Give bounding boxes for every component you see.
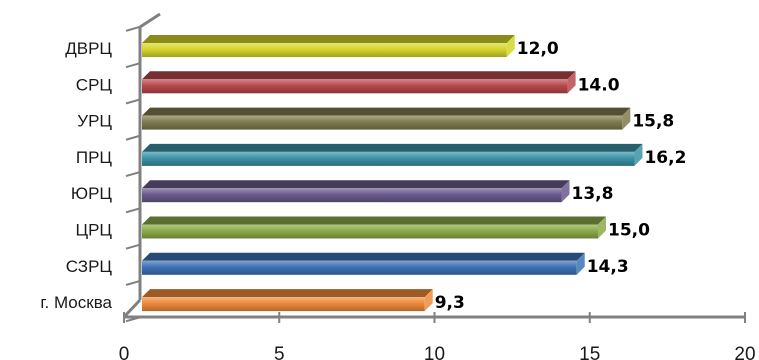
bar-top — [142, 216, 606, 225]
bar-top — [142, 180, 570, 189]
bar — [142, 224, 598, 239]
y-tick — [125, 279, 141, 286]
value-label: 14.0 — [578, 75, 620, 95]
bar — [142, 260, 577, 275]
bar-top — [142, 252, 585, 261]
y-tick — [125, 25, 141, 32]
bar-top — [142, 71, 576, 80]
bar-end — [561, 180, 570, 203]
y-tick — [125, 62, 141, 69]
bar-end — [634, 143, 643, 166]
y-tick — [125, 316, 141, 323]
category-label: УРЦ — [77, 112, 112, 131]
bar — [142, 297, 425, 312]
y-axis-wall-top — [139, 12, 161, 29]
bar-end — [622, 107, 631, 130]
bar-end — [567, 71, 576, 94]
x-tick-label: 20 — [734, 344, 755, 360]
y-tick — [125, 207, 141, 214]
bar-top — [142, 289, 433, 298]
value-label: 13,8 — [572, 184, 614, 204]
bar-end — [576, 252, 585, 275]
bar-top — [142, 107, 631, 116]
category-label: ЮРЦ — [71, 184, 113, 203]
bar — [142, 79, 568, 94]
value-label: 15,0 — [608, 221, 650, 241]
category-label: СРЦ — [76, 75, 113, 94]
bar — [142, 151, 635, 166]
bar — [142, 115, 623, 130]
bar — [142, 43, 507, 57]
y-tick — [125, 171, 141, 178]
y-axis-base — [122, 298, 142, 319]
bar-top — [142, 143, 643, 152]
y-tick — [125, 134, 141, 141]
value-label: 12,0 — [517, 39, 559, 59]
value-label: 16,2 — [644, 148, 686, 168]
x-tick-label: 0 — [119, 344, 130, 360]
bar-top — [142, 35, 515, 43]
category-label: г. Москва — [40, 293, 112, 312]
value-label: 15,8 — [632, 112, 674, 132]
category-label: СЗРЦ — [66, 257, 113, 276]
value-labels: 12,0 14.0 15,8 16,2 13,8 15,0 14,3 9,3 — [435, 39, 687, 313]
value-label: 14,3 — [587, 257, 629, 277]
bar — [142, 188, 562, 203]
bars — [142, 35, 643, 312]
bar-end — [506, 35, 515, 57]
category-label: ДВРЦ — [65, 39, 112, 58]
x-axis-ticks: 0 5 10 15 20 — [119, 25, 756, 360]
x-tick-label: 10 — [424, 344, 445, 360]
y-tick — [125, 243, 141, 250]
value-label: 9,3 — [435, 293, 465, 313]
category-label: ПРЦ — [76, 148, 113, 167]
y-tick — [125, 98, 141, 105]
x-tick-label: 15 — [579, 344, 600, 360]
category-label: ЦРЦ — [76, 221, 113, 240]
bar-end — [424, 289, 433, 312]
x-tick-label: 5 — [274, 344, 285, 360]
bar-end — [598, 216, 606, 239]
category-labels: ДВРЦ СРЦ УРЦ ПРЦ ЮРЦ ЦРЦ СЗРЦ г. Москва — [40, 39, 112, 312]
